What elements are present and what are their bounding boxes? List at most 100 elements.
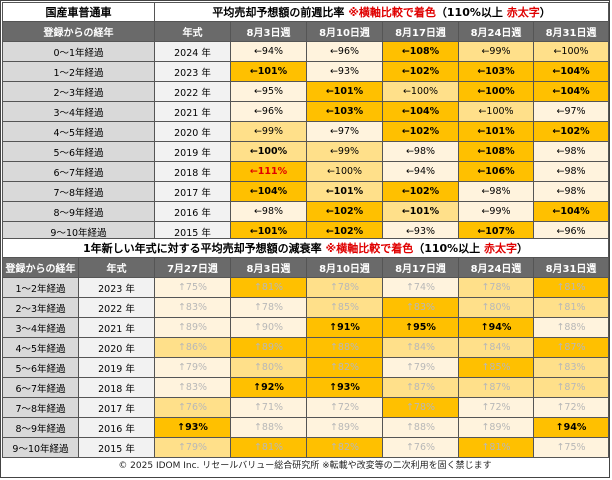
ratio-cell: ↑85% xyxy=(306,297,383,318)
table-row: 6～7年経過 2018 年 ↑83% ↑92% ↑93% ↑87% ↑87% ↑87% xyxy=(2,377,610,398)
ratio-cell: ←106% xyxy=(458,161,534,182)
row-model-year: 2019 年 xyxy=(78,357,155,378)
row-elapsed-label: 5～6年経過 xyxy=(2,357,79,378)
header-week: 8月3日週 xyxy=(230,21,307,42)
ratio-cell: ←102% xyxy=(532,121,610,142)
ratio-cell: ←100% xyxy=(306,161,383,182)
ratio-cell: ←95% xyxy=(230,81,307,102)
ratio-cell: ↑93% xyxy=(306,377,383,398)
ratio-cell: ↑89% xyxy=(230,337,307,358)
row-model-year: 2016 年 xyxy=(154,201,231,222)
ratio-cell: ←100% xyxy=(458,81,534,102)
table-row: 9～10年経過 2015 年 ↑79% ↑81% ↑82% ↑76% ↑81% ↑75% xyxy=(2,437,610,458)
ratio-cell: ←93% xyxy=(306,61,383,82)
ratio-cell: ←99% xyxy=(306,141,383,162)
ratio-cell: ←103% xyxy=(458,61,534,82)
ratio-cell: ↑79% xyxy=(382,357,459,378)
ratio-cell: ↑72% xyxy=(458,397,534,418)
ratio-cell: ↑84% xyxy=(458,337,534,358)
ratio-cell: ←97% xyxy=(532,101,610,122)
ratio-cell: ←98% xyxy=(532,181,610,202)
ratio-cell: ←99% xyxy=(230,121,307,142)
table-row: 0～1年経過 2024 年 ←94% ←96% ←108% ←99% ←100% xyxy=(2,41,610,62)
ratio-cell: ↑72% xyxy=(532,397,610,418)
header-elapsed: 登録からの経年 xyxy=(2,257,79,278)
table-row: 4～5年経過 2020 年 ←99% ←97% ←102% ←101% ←102% xyxy=(2,121,610,142)
row-elapsed-label: 2～3年経過 xyxy=(2,81,155,102)
ratio-cell: ↑78% xyxy=(382,397,459,418)
table-row: 1～2年経過 2023 年 ↑75% ↑81% ↑78% ↑74% ↑78% ↑81% xyxy=(2,277,610,298)
ratio-cell: ↑88% xyxy=(230,417,307,438)
ratio-cell: ↑92% xyxy=(230,377,307,398)
header-week: 8月10日週 xyxy=(306,21,383,42)
ratio-cell: ←100% xyxy=(532,41,610,62)
row-elapsed-label: 3～4年経過 xyxy=(2,317,79,338)
header-week: 8月17日週 xyxy=(382,257,459,278)
ratio-cell: ←99% xyxy=(458,41,534,62)
table-row: 1～2年経過 2023 年 ←101% ←93% ←102% ←103% ←104% xyxy=(2,61,610,82)
table-row: 5～6年経過 2019 年 ←100% ←99% ←98% ←108% ←98% xyxy=(2,141,610,162)
table-row: 4～5年経過 2020 年 ↑86% ↑89% ↑88% ↑84% ↑84% ↑87% xyxy=(2,337,610,358)
ratio-cell: ←98% xyxy=(532,161,610,182)
ratio-cell: ←96% xyxy=(306,41,383,62)
row-elapsed-label: 8～9年経過 xyxy=(2,201,155,222)
ratio-cell: ↑81% xyxy=(458,437,534,458)
header-week: 8月31日週 xyxy=(532,257,610,278)
ratio-cell: ↑87% xyxy=(458,377,534,398)
ratio-cell: ↑84% xyxy=(382,337,459,358)
row-model-year: 2018 年 xyxy=(78,377,155,398)
ratio-cell: ←100% xyxy=(458,101,534,122)
header-week: 8月24日週 xyxy=(458,21,534,42)
ratio-cell: ←102% xyxy=(382,121,459,142)
row-model-year: 2020 年 xyxy=(78,337,155,358)
row-model-year: 2018 年 xyxy=(154,161,231,182)
row-model-year: 2021 年 xyxy=(78,317,155,338)
ratio-cell: ↑89% xyxy=(154,317,231,338)
ratio-cell: ←101% xyxy=(306,181,383,202)
ratio-cell: ←98% xyxy=(230,201,307,222)
ratio-cell: ↑82% xyxy=(306,437,383,458)
table-row: 3～4年経過 2021 年 ←96% ←103% ←104% ←100% ←97% xyxy=(2,101,610,122)
row-model-year: 2019 年 xyxy=(154,141,231,162)
ratio-cell: ↑83% xyxy=(382,297,459,318)
copyright-footer: © 2025 IDOM Inc. リセールバリュー総合研究所 ※転載や改変等の二… xyxy=(118,461,492,471)
ratio-cell: ↑89% xyxy=(306,417,383,438)
ratio-cell: ←111% xyxy=(230,161,307,182)
row-model-year: 2017 年 xyxy=(78,397,155,418)
row-model-year: 2015 年 xyxy=(154,221,231,242)
row-model-year: 2016 年 xyxy=(78,417,155,438)
ratio-cell: ↑87% xyxy=(382,377,459,398)
ratio-cell: ↑82% xyxy=(306,357,383,378)
ratio-cell: ↑88% xyxy=(532,317,610,338)
ratio-cell: ←97% xyxy=(306,121,383,142)
row-elapsed-label: 9～10年経過 xyxy=(2,221,155,242)
ratio-cell: ↑74% xyxy=(382,277,459,298)
ratio-cell: ←99% xyxy=(458,201,534,222)
header-elapsed: 登録からの経年 xyxy=(2,21,155,42)
table-row: 9～10年経過 2015 年 ←101% ←102% ←93% ←107% ←96% xyxy=(2,221,610,242)
ratio-cell: ←108% xyxy=(458,141,534,162)
header-week: 8月17日週 xyxy=(382,21,459,42)
row-elapsed-label: 6～7年経過 xyxy=(2,377,79,398)
header-model-year: 年式 xyxy=(154,21,231,42)
row-model-year: 2017 年 xyxy=(154,181,231,202)
ratio-cell: ←101% xyxy=(458,121,534,142)
table-row: 8～9年経過 2016 年 ←98% ←102% ←101% ←99% ←104% xyxy=(2,201,610,222)
ratio-cell: ↑81% xyxy=(230,277,307,298)
ratio-cell: ←98% xyxy=(382,141,459,162)
ratio-cell: ↑88% xyxy=(306,337,383,358)
table-row: 6～7年経過 2018 年 ←111% ←100% ←94% ←106% ←98% xyxy=(2,161,610,182)
row-model-year: 2015 年 xyxy=(78,437,155,458)
ratio-cell: ←101% xyxy=(230,61,307,82)
ratio-cell: ↑78% xyxy=(458,277,534,298)
table-row: 5～6年経過 2019 年 ↑79% ↑80% ↑82% ↑79% ↑85% ↑83% xyxy=(2,357,610,378)
ratio-cell: ↑83% xyxy=(154,377,231,398)
header-week: 8月31日週 xyxy=(532,21,610,42)
header-week: 7月27日週 xyxy=(154,257,231,278)
row-elapsed-label: 7～8年経過 xyxy=(2,181,155,202)
row-model-year: 2024 年 xyxy=(154,41,231,62)
ratio-cell: ←102% xyxy=(382,181,459,202)
decay-rate-table: 1年新しい年式に対する平均売却予想額の減衰率 ※横軸比較で着色（110%以上 赤… xyxy=(1,238,610,458)
ratio-cell: ←98% xyxy=(532,141,610,162)
row-elapsed-label: 7～8年経過 xyxy=(2,397,79,418)
